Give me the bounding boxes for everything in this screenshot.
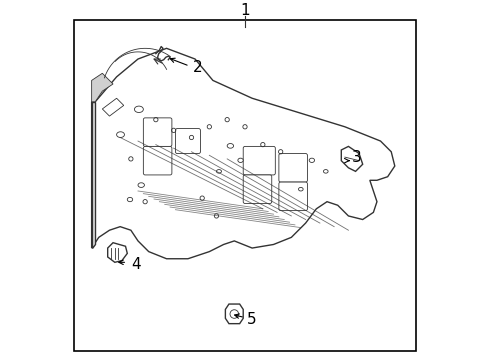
- Text: 2: 2: [193, 60, 203, 76]
- Ellipse shape: [127, 197, 133, 202]
- Ellipse shape: [138, 183, 145, 188]
- Ellipse shape: [117, 132, 124, 138]
- FancyBboxPatch shape: [243, 147, 275, 175]
- Polygon shape: [92, 48, 395, 259]
- Polygon shape: [92, 73, 113, 102]
- FancyBboxPatch shape: [144, 147, 172, 175]
- FancyBboxPatch shape: [279, 153, 307, 182]
- FancyBboxPatch shape: [144, 118, 172, 147]
- Ellipse shape: [134, 106, 144, 113]
- Ellipse shape: [323, 170, 328, 173]
- Polygon shape: [225, 304, 243, 324]
- Polygon shape: [108, 243, 127, 262]
- Ellipse shape: [217, 170, 221, 173]
- Polygon shape: [102, 98, 124, 116]
- Ellipse shape: [309, 158, 315, 162]
- Text: 3: 3: [352, 150, 362, 165]
- Text: 5: 5: [247, 312, 256, 327]
- FancyBboxPatch shape: [279, 182, 307, 211]
- Text: 1: 1: [240, 3, 250, 18]
- Ellipse shape: [227, 144, 234, 148]
- Ellipse shape: [238, 158, 243, 162]
- Text: 4: 4: [131, 257, 141, 271]
- Ellipse shape: [298, 188, 303, 191]
- Polygon shape: [92, 102, 95, 248]
- FancyBboxPatch shape: [243, 175, 272, 203]
- FancyBboxPatch shape: [175, 129, 200, 153]
- Polygon shape: [342, 147, 363, 171]
